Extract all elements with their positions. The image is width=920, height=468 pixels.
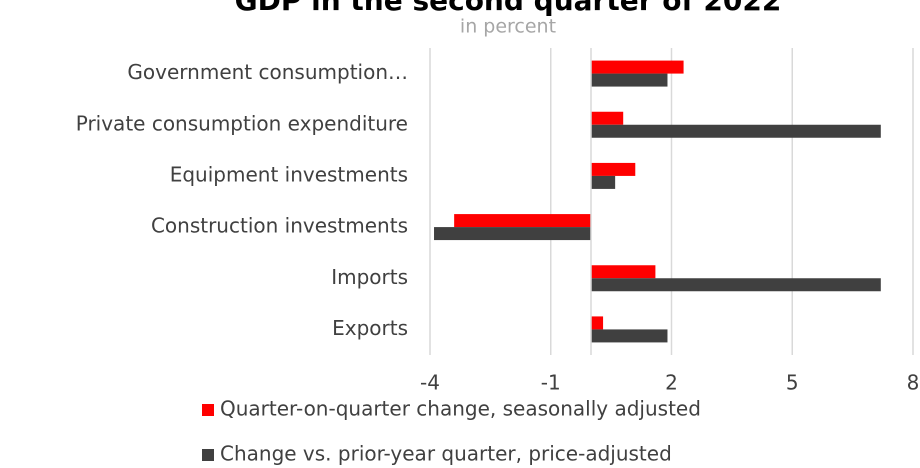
bar: [591, 329, 668, 343]
y-tick-label: Equipment investments: [170, 162, 408, 186]
x-tick-label: -1: [541, 371, 561, 395]
bar: [591, 175, 616, 189]
bar: [591, 265, 656, 279]
y-tick-label: Imports: [331, 265, 408, 289]
bar: [591, 124, 881, 138]
chart-title: GDP in the second quarter of 2022: [235, 0, 782, 17]
legend-label: Quarter-on-quarter change, seasonally ad…: [220, 397, 701, 421]
x-tick-label: 5: [786, 371, 799, 395]
legend-label: Change vs. prior-year quarter, price-adj…: [220, 442, 672, 466]
x-tick-label: -4: [420, 371, 440, 395]
y-tick-label: Private consumption expenditure: [76, 111, 408, 135]
bar: [591, 278, 881, 292]
x-tick-label: 2: [665, 371, 678, 395]
legend-swatch: [202, 449, 214, 461]
x-tick-label: 8: [907, 371, 920, 395]
bar: [591, 73, 668, 87]
y-tick-label: Exports: [332, 316, 408, 340]
chart-subtitle: in percent: [460, 16, 556, 38]
bar: [591, 316, 604, 330]
bar: [454, 214, 591, 228]
legend-swatch: [202, 404, 214, 416]
bar: [591, 162, 636, 176]
bar: [591, 60, 684, 74]
y-tick-label: Government consumption…: [127, 60, 408, 84]
bar: [434, 227, 591, 241]
y-tick-label: Construction investments: [151, 214, 408, 238]
bar: [591, 111, 624, 125]
